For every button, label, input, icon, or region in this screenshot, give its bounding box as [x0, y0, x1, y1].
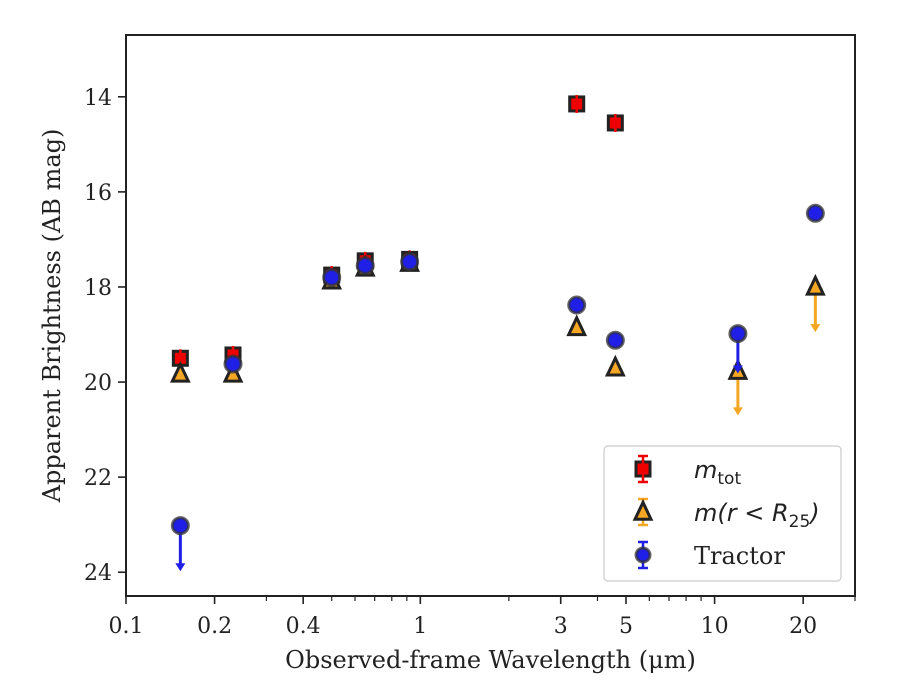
legend-entry: m(r < R25) — [632, 497, 820, 532]
x-tick-label: 10 — [701, 614, 729, 639]
data-point — [567, 295, 587, 315]
x-tick-label: 0.2 — [197, 614, 232, 639]
x-tick-label: 0.4 — [286, 614, 321, 639]
legend-label-main: m(r < R — [694, 499, 789, 527]
y-tick-label: 20 — [84, 371, 112, 396]
legend-marker — [632, 498, 654, 521]
x-tick-label: 20 — [789, 614, 817, 639]
legend: mtot m(r < R25) Tractor — [603, 445, 842, 582]
plot-frame — [125, 34, 856, 597]
arrow-head — [175, 563, 186, 572]
data-point — [568, 94, 586, 113]
x-tick-label: 5 — [619, 614, 633, 639]
legend-entry: mtot — [634, 454, 741, 489]
legend-label: Tractor — [694, 542, 785, 570]
y-axis-title: Apparent Brightness (AB mag) — [38, 129, 66, 504]
y-tick-label: 22 — [84, 466, 112, 491]
data-point — [805, 203, 825, 223]
arrow-head — [732, 365, 743, 374]
x-tick-label: 3 — [554, 614, 568, 639]
x-tick-label: 1 — [413, 614, 427, 639]
data-point — [728, 324, 748, 344]
legend-label: mtot — [694, 456, 741, 489]
legend-label: m(r < R25) — [694, 499, 820, 532]
data-series — [169, 94, 826, 572]
data-point — [604, 354, 626, 377]
data-point — [170, 516, 190, 536]
x-tick-label: 0.1 — [109, 614, 144, 639]
legend-label-tail: ) — [808, 499, 819, 527]
data-point — [400, 252, 420, 272]
data-point — [804, 273, 826, 296]
arrow-head — [732, 407, 743, 416]
arrow-head — [810, 324, 821, 333]
x-axis-title: Observed-frame Wavelength (μm) — [285, 646, 696, 674]
data-point — [355, 256, 375, 276]
data-point — [566, 314, 588, 337]
data-point — [606, 113, 624, 132]
data-point — [322, 267, 342, 287]
data-point — [605, 330, 625, 350]
axis-ticks: 0.1 0.2 0.4 1 3 5 10 20 14 16 18 20 22 24 — [84, 86, 856, 639]
legend-entry: Tractor — [634, 540, 785, 570]
y-tick-label: 16 — [84, 181, 112, 206]
legend-marker — [634, 460, 652, 478]
legend-label-sub: 25 — [789, 512, 811, 532]
series-circle — [170, 203, 825, 572]
legend-box — [603, 445, 842, 582]
legend-marker — [634, 546, 652, 564]
y-tick-label: 18 — [84, 276, 112, 301]
data-point — [169, 360, 191, 383]
series-triangle — [169, 250, 826, 416]
y-tick-label: 14 — [84, 86, 112, 111]
series-square — [171, 94, 624, 368]
data-point — [223, 354, 243, 374]
legend-label-sub: tot — [717, 469, 741, 489]
y-tick-label: 24 — [84, 561, 112, 586]
legend-label-main: m — [694, 456, 717, 484]
